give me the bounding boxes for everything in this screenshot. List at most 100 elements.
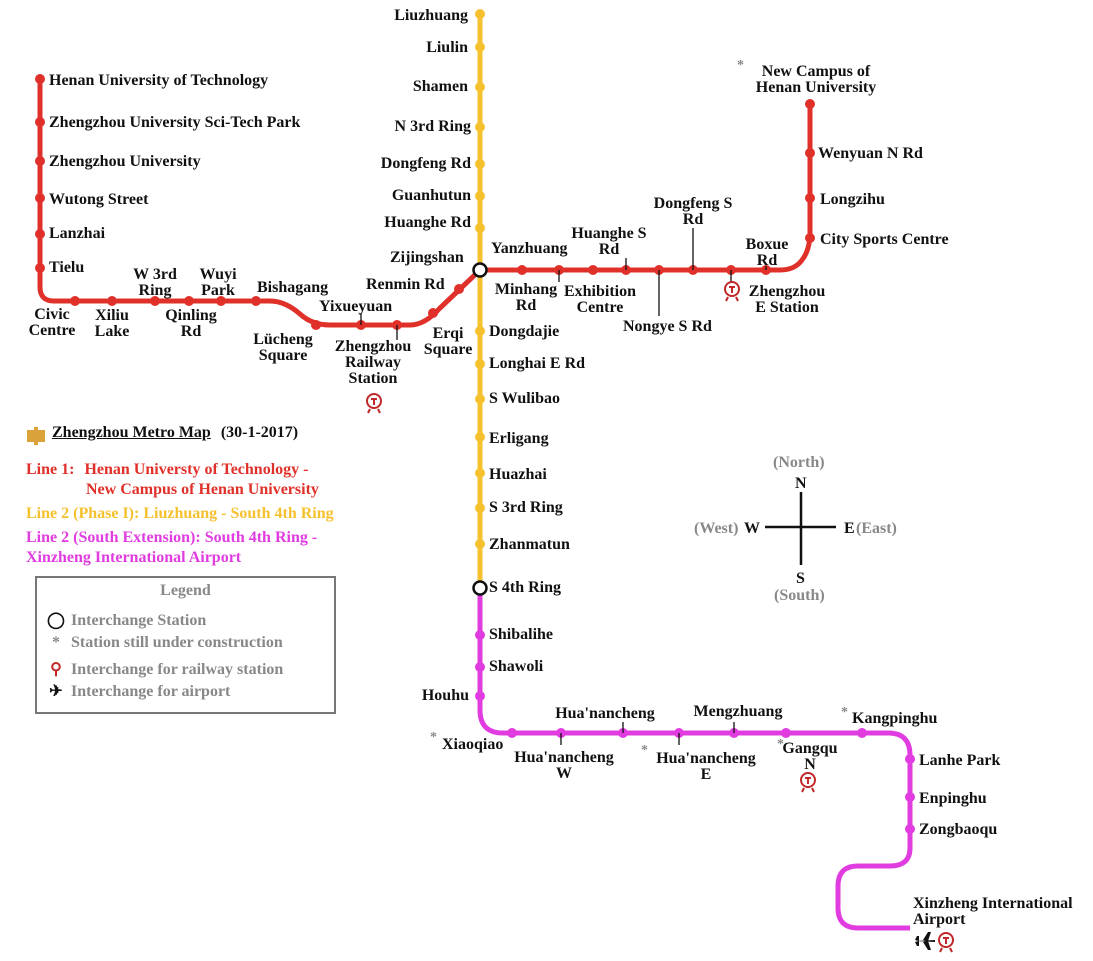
station-label: Zongbaoqu: [919, 821, 998, 838]
station-dot: [517, 265, 527, 275]
under-construction-icon: *: [641, 743, 648, 758]
metro-logo-icon: [27, 427, 45, 445]
legend: Legend ◯ Interchange Station * Station sti…: [35, 576, 336, 714]
line1-track: [37, 78, 813, 328]
station-label: Minhang Rd: [494, 281, 558, 314]
station-label: Boxue Rd: [745, 236, 789, 269]
station-label: Renmin Rd: [366, 276, 445, 293]
station-label: Zhengzhou E Station: [748, 283, 826, 316]
station-label: Shibalihe: [489, 626, 554, 643]
compass-n: N: [795, 475, 807, 492]
station-label: Enpinghu: [919, 790, 987, 807]
station-label: S 4th Ring: [489, 579, 562, 596]
station-dot: [454, 284, 464, 294]
station-dot: [35, 117, 45, 127]
station-dot: [35, 229, 45, 239]
station-dot: [184, 296, 194, 306]
station-label: Zhengzhou University Sci-Tech Park: [49, 114, 301, 131]
legend-item: ✈ Interchange for airport: [47, 681, 230, 701]
station-label: Zhengzhou University: [49, 153, 201, 170]
station-label: S 3rd Ring: [489, 499, 563, 516]
station-dot: [805, 99, 815, 109]
station-label: New Campus of Henan University: [755, 63, 877, 96]
station-label: Erqi Square: [423, 325, 473, 358]
station-label: Erligang: [489, 430, 549, 447]
station-label: Exhibition Centre: [563, 283, 637, 316]
line1-description: Line 1: Henan Universty of Technology - …: [26, 461, 319, 498]
station-dot: [35, 263, 45, 273]
under-construction-icon: *: [777, 737, 784, 752]
station-label: Huazhai: [489, 466, 547, 483]
compass-north-label: (North): [773, 454, 825, 471]
station-label: Mengzhuang: [693, 703, 783, 720]
line2ext-stations: [475, 630, 915, 834]
station-dot: [150, 296, 160, 306]
compass-east-label: (East): [856, 520, 897, 537]
under-construction-icon: *: [430, 730, 437, 745]
station-dot: [428, 308, 438, 318]
station-label: Dongdajie: [489, 323, 560, 340]
station-label: Hua'nancheng W: [514, 749, 614, 782]
legend-item: * Station still under construction: [47, 634, 283, 652]
compass-south-label: (South): [774, 587, 825, 604]
station-dot: [805, 233, 815, 243]
station-label: Qinling Rd: [165, 307, 217, 340]
station-label: Wenyuan N Rd: [818, 145, 923, 162]
line2-stations: [475, 9, 485, 549]
railway-icon: [366, 281, 954, 953]
station-dot: [35, 156, 45, 166]
line1-leaders: [360, 228, 767, 340]
station-dot: [588, 265, 598, 275]
station-label: Gangqu N: [782, 740, 838, 773]
station-label: Nongye S Rd: [623, 318, 712, 335]
compass-w: W: [744, 520, 760, 537]
asterisk-icon: *: [52, 634, 60, 651]
station-label: Huanghe S Rd: [571, 225, 647, 258]
compass-icon: [765, 492, 836, 565]
station-label: N 3rd Ring: [394, 118, 471, 135]
station-label: W 3rd Ring: [133, 266, 177, 299]
interchange-zijingshan: [472, 262, 488, 278]
station-label: Huanghe Rd: [384, 214, 471, 231]
station-label: Bishagang: [257, 279, 329, 296]
compass-e: E: [844, 520, 855, 537]
station-label: Dongfeng Rd: [380, 155, 471, 172]
interchange-s4thring: [472, 580, 488, 596]
station-label: Henan University of Technology: [49, 72, 269, 89]
station-label: Hua'nancheng E: [656, 750, 756, 783]
station-label: Liulin: [426, 39, 468, 56]
railway-icon: ⚲: [50, 661, 62, 678]
interchange-icon: ◯: [47, 612, 65, 629]
station-label: Yixueyuan: [319, 298, 393, 315]
station-label: Xiliu Lake: [94, 307, 130, 340]
station-label: Liuzhuang: [394, 7, 468, 24]
under-construction-icon: *: [841, 705, 848, 720]
station-label: Zijingshan: [390, 249, 464, 266]
station-dot: [35, 74, 45, 84]
station-label: City Sports Centre: [820, 231, 949, 248]
station-dot: [311, 320, 321, 330]
station-label: Lanhe Park: [919, 752, 1001, 769]
station-label: Xiaoqiao: [442, 736, 504, 753]
station-label: Longzihu: [820, 191, 885, 208]
line2ext-leaders: [560, 722, 735, 745]
station-label: Lücheng Square: [253, 331, 313, 364]
station-label: Shamen: [412, 78, 468, 95]
station-label: Xinzheng International Airport: [913, 895, 1073, 928]
station-label: Wutong Street: [49, 191, 149, 208]
station-label: Zhengzhou Railway Station: [334, 338, 412, 387]
station-dot: [216, 296, 226, 306]
station-label: Lanzhai: [49, 225, 106, 242]
compass-west-label: (West): [694, 520, 739, 537]
station-label: Kangpinghu: [852, 710, 938, 727]
legend-item: ◯ Interchange Station: [47, 612, 207, 629]
station-dot: [107, 296, 117, 306]
compass-s: S: [796, 570, 805, 587]
legend-title: Legend: [160, 582, 211, 599]
station-dot: [70, 296, 80, 306]
station-label: Guanhutun: [391, 187, 471, 204]
station-label: Longhai E Rd: [489, 355, 586, 372]
station-label: Dongfeng S Rd: [653, 195, 733, 228]
line2-description: Line 2 (Phase I): Liuzhuang - South 4th …: [26, 505, 334, 522]
